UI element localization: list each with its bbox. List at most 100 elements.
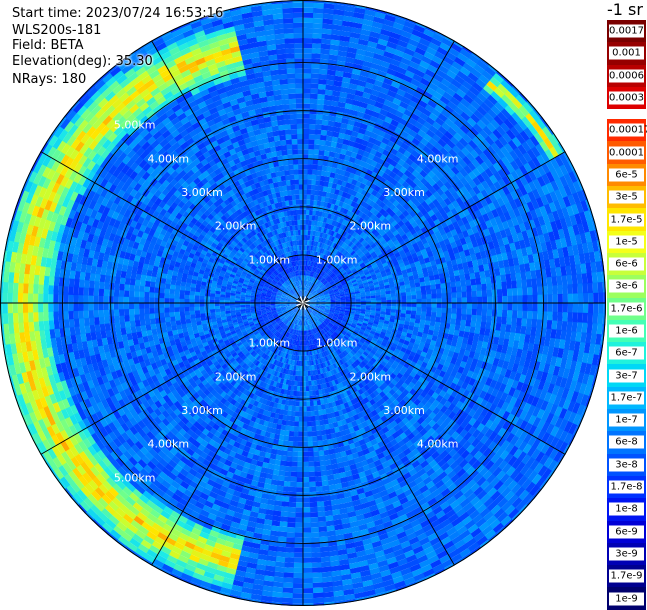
heatmap-cell	[431, 312, 436, 317]
heatmap-cell	[420, 286, 426, 291]
heatmap-cell	[307, 416, 312, 421]
heatmap-cell	[427, 303, 432, 308]
heatmap-cell	[430, 284, 436, 290]
heatmap-cell	[310, 406, 314, 411]
heatmap-cell	[195, 306, 200, 310]
heatmap-cell	[289, 170, 294, 175]
heatmap-cell	[303, 174, 308, 179]
heatmap-cell	[306, 386, 309, 391]
heatmap-cell	[293, 164, 298, 169]
heatmap-cell	[288, 436, 294, 441]
heatmap-cell	[200, 296, 205, 300]
heatmap-cell	[170, 289, 175, 294]
heatmap-cell	[312, 170, 317, 175]
heatmap-cell	[313, 160, 319, 165]
heatmap-cell	[303, 169, 308, 174]
heatmap-cell	[311, 416, 316, 421]
heatmap-cell	[284, 170, 290, 176]
heatmap-cell	[164, 307, 169, 312]
heatmap-cell	[298, 235, 301, 240]
heatmap-cell	[293, 441, 299, 446]
heatmap-cell	[416, 303, 421, 307]
heatmap-cell	[299, 245, 301, 250]
heatmap-cell	[225, 305, 230, 308]
heatmap-cell	[306, 210, 310, 215]
heatmap-cell	[441, 308, 446, 314]
heatmap-cell	[441, 313, 446, 319]
heatmap-cell	[297, 215, 300, 220]
heatmap-cell	[312, 165, 318, 170]
heatmap-cell	[185, 311, 190, 316]
heatmap-cell	[240, 305, 245, 308]
heatmap-cell	[215, 300, 220, 303]
heatmap-cell	[298, 421, 303, 426]
heatmap-cell	[300, 386, 303, 391]
heatmap-cell	[215, 309, 220, 313]
heatmap-cell	[309, 386, 313, 391]
heatmap-cell	[299, 416, 303, 421]
heatmap-cell	[295, 225, 298, 230]
heatmap-cell	[305, 351, 307, 356]
heatmap-cell	[295, 406, 299, 411]
heatmap-cell	[170, 312, 175, 317]
heatmap-cell	[160, 317, 166, 323]
heatmap-cell	[294, 416, 299, 421]
heatmap-cell	[296, 401, 300, 406]
heatmap-cell	[307, 421, 312, 426]
heatmap-cell	[290, 180, 295, 185]
heatmap-cell	[421, 303, 426, 308]
heatmap-cell	[159, 293, 164, 299]
heatmap-cell	[184, 299, 189, 303]
heatmap-cell	[174, 298, 179, 303]
heatmap-cell	[436, 293, 441, 298]
heatmap-cell	[200, 299, 205, 303]
heatmap-cell	[401, 296, 406, 300]
heatmap-cell	[416, 307, 421, 312]
heatmap-cell	[307, 190, 311, 195]
heatmap-cell	[303, 179, 308, 184]
heatmap-cell	[416, 291, 421, 296]
heatmap-cell	[299, 250, 301, 255]
heatmap-cell	[303, 159, 308, 164]
heatmap-cell	[190, 310, 195, 315]
heatmap-cell	[421, 307, 426, 312]
heatmap-cell	[381, 303, 386, 306]
heatmap-cell	[303, 210, 307, 215]
heatmap-cell	[185, 294, 190, 299]
heatmap-cell	[307, 169, 312, 174]
heatmap-cell	[294, 174, 299, 179]
heatmap-cell	[300, 391, 304, 396]
heatmap-cell	[297, 220, 300, 225]
heatmap-cell	[401, 303, 406, 307]
heatmap-cell	[190, 299, 195, 303]
heatmap-cell	[381, 294, 386, 297]
heatmap-cell	[307, 174, 312, 179]
heatmap-cell	[300, 381, 303, 386]
heatmap-cell	[308, 381, 311, 386]
heatmap-cell	[316, 430, 322, 436]
heatmap-cell	[391, 293, 396, 297]
heatmap-cell	[381, 297, 386, 300]
heatmap-cell	[294, 426, 299, 431]
heatmap-cell	[290, 175, 295, 180]
heatmap-cell	[305, 356, 307, 361]
heatmap-cell	[160, 288, 165, 294]
heatmap-cell	[401, 306, 406, 310]
heatmap-cell	[296, 210, 300, 215]
heatmap-cell	[315, 420, 320, 426]
heatmap-cell	[431, 307, 436, 312]
heatmap-cell	[307, 179, 312, 184]
heatmap-cell	[386, 297, 391, 300]
heatmap-cell	[305, 371, 308, 376]
heatmap-cell	[356, 299, 361, 301]
heatmap-cell	[411, 307, 416, 311]
heatmap-cell	[295, 195, 299, 200]
heatmap-cell	[311, 421, 316, 426]
heatmap-cell	[230, 305, 235, 308]
heatmap-cell	[307, 195, 311, 200]
heatmap-cell	[305, 361, 308, 366]
heatmap-cell	[386, 303, 391, 306]
heatmap-cell	[190, 295, 195, 299]
heatmap-cell	[285, 175, 290, 181]
heatmap-cell	[376, 295, 381, 298]
